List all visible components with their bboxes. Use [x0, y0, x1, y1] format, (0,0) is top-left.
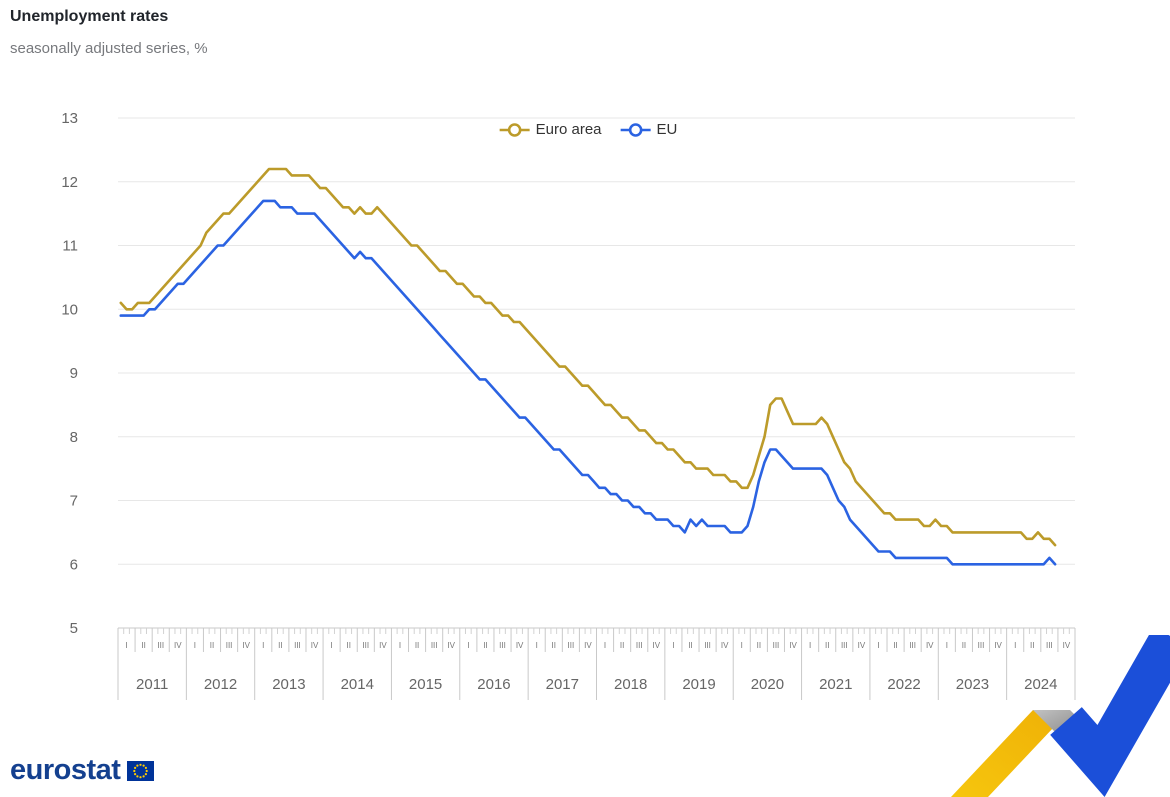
- series-line-eu[interactable]: [119, 199, 1057, 566]
- quarter-label: IV: [1063, 641, 1071, 650]
- quarter-label: II: [346, 641, 350, 650]
- quarter-label: I: [1014, 641, 1016, 650]
- year-label: 2020: [751, 676, 784, 693]
- quarter-label: IV: [789, 641, 797, 650]
- quarter-label: II: [620, 641, 624, 650]
- eurostat-wordmark: eurostat: [10, 754, 121, 786]
- year-label: 2018: [614, 676, 647, 693]
- y-axis-label: 7: [70, 493, 78, 510]
- quarter-label: I: [741, 641, 743, 650]
- legend-label-eu: EU: [656, 121, 678, 138]
- quarter-label: I: [536, 641, 538, 650]
- year-label: 2014: [341, 676, 374, 693]
- quarter-label: III: [636, 641, 643, 650]
- y-axis-label: 5: [70, 620, 78, 637]
- quarter-label: II: [141, 641, 145, 650]
- quarter-label: II: [483, 641, 487, 650]
- quarter-label: II: [757, 641, 761, 650]
- quarter-label: II: [962, 641, 966, 650]
- legend-marker-eu-icon: [620, 122, 651, 137]
- y-axis-label: 10: [61, 301, 78, 318]
- quarter-label: IV: [721, 641, 729, 650]
- year-label: 2017: [546, 676, 579, 693]
- quarter-label: IV: [858, 641, 866, 650]
- y-axis-label: 12: [61, 174, 78, 191]
- quarter-label: III: [773, 641, 780, 650]
- quarter-label: III: [431, 641, 438, 650]
- eurostat-logo: eurostat: [10, 754, 155, 786]
- quarter-label: IV: [311, 641, 319, 650]
- quarter-label: IV: [379, 641, 387, 650]
- quarter-label: I: [194, 641, 196, 650]
- quarter-label: I: [125, 641, 127, 650]
- quarter-label: I: [399, 641, 401, 650]
- legend-item-euro-area[interactable]: Euro area: [499, 121, 602, 138]
- quarter-label: III: [226, 641, 233, 650]
- year-label: 2015: [409, 676, 442, 693]
- quarter-label: IV: [584, 641, 592, 650]
- quarter-label: IV: [516, 641, 524, 650]
- quarter-label: III: [909, 641, 916, 650]
- quarter-label: I: [877, 641, 879, 650]
- year-label: 2021: [819, 676, 852, 693]
- year-label: 2012: [204, 676, 237, 693]
- quarter-label: III: [362, 641, 369, 650]
- quarter-label: I: [330, 641, 332, 650]
- y-axis-label: 8: [70, 429, 78, 446]
- quarter-label: II: [825, 641, 829, 650]
- quarter-label: IV: [653, 641, 661, 650]
- legend-marker-euro-area-icon: [499, 122, 530, 137]
- quarter-label: II: [893, 641, 897, 650]
- quarter-label: II: [1030, 641, 1034, 650]
- quarter-label: IV: [926, 641, 934, 650]
- quarter-label: III: [1046, 641, 1053, 650]
- quarter-label: II: [278, 641, 282, 650]
- chart-subtitle: seasonally adjusted series, %: [10, 40, 208, 57]
- quarter-label: I: [262, 641, 264, 650]
- chart-legend: Euro area EU: [499, 121, 678, 138]
- quarter-label: II: [552, 641, 556, 650]
- year-label: 2011: [136, 676, 168, 693]
- quarter-label: I: [467, 641, 469, 650]
- quarter-label: III: [568, 641, 575, 650]
- quarter-label: III: [978, 641, 985, 650]
- year-label: 2024: [1024, 676, 1057, 693]
- legend-label-euro-area: Euro area: [535, 121, 602, 138]
- quarter-label: IV: [242, 641, 250, 650]
- quarter-label: III: [841, 641, 848, 650]
- year-label: 2019: [682, 676, 715, 693]
- quarter-label: I: [604, 641, 606, 650]
- eurostat-ribbon-icon: [951, 635, 1170, 797]
- quarter-label: IV: [447, 641, 455, 650]
- quarter-label: I: [672, 641, 674, 650]
- quarter-label: IV: [994, 641, 1002, 650]
- legend-item-eu[interactable]: EU: [620, 121, 678, 138]
- eu-flag-icon: [127, 760, 155, 781]
- year-label: 2016: [477, 676, 510, 693]
- year-label: 2013: [272, 676, 305, 693]
- quarter-label: II: [210, 641, 214, 650]
- chart-title: Unemployment rates: [10, 8, 169, 25]
- quarter-label: III: [499, 641, 506, 650]
- y-axis-label: 6: [70, 556, 78, 573]
- quarter-label: II: [415, 641, 419, 650]
- quarter-label: II: [688, 641, 692, 650]
- quarter-label: III: [157, 641, 164, 650]
- quarter-label: III: [294, 641, 301, 650]
- series-line-euro-area[interactable]: [119, 167, 1057, 547]
- y-axis-label: 13: [61, 110, 78, 127]
- y-axis-label: 9: [70, 365, 78, 382]
- quarter-label: I: [946, 641, 948, 650]
- y-axis-label: 11: [62, 238, 78, 255]
- quarter-label: IV: [174, 641, 182, 650]
- year-label: 2022: [887, 676, 920, 693]
- quarter-label: I: [809, 641, 811, 650]
- year-label: 2023: [956, 676, 989, 693]
- quarter-label: III: [704, 641, 711, 650]
